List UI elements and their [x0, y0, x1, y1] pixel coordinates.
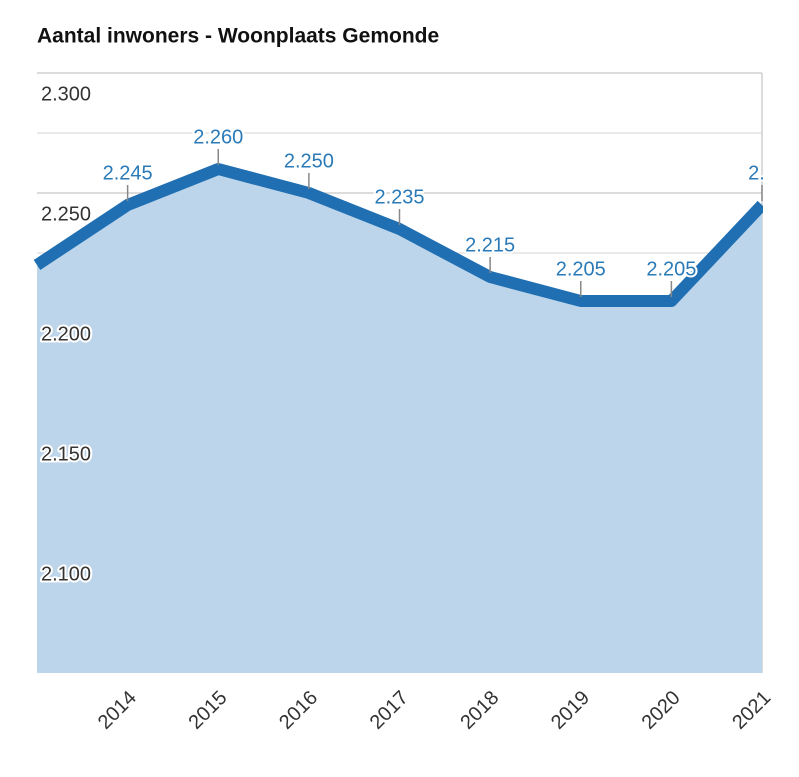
y-tick-label: 2.100 — [41, 563, 91, 585]
line — [33, 163, 763, 307]
chart-title: Aantal inwoners - Woonplaats Gemonde — [37, 25, 439, 48]
data-label: 2.2 — [748, 162, 776, 184]
data-label: 2.245 — [103, 162, 153, 184]
x-tick-label: 2017 — [366, 687, 413, 734]
y-tick-label: 2.300 — [41, 83, 91, 105]
y-tick-label: 2.200 — [41, 323, 91, 345]
y-tick-label: 2.150 — [41, 443, 91, 465]
area — [37, 169, 762, 673]
x-tick-label: 2020 — [638, 687, 685, 734]
plot: 2.245 2.260 2.250 2.235 2.215 2.205 2.205 2.2 — [33, 124, 776, 673]
data-label: 2.215 — [465, 234, 515, 256]
data-label: 2.250 — [284, 150, 334, 172]
x-tick-label: 2021 — [728, 687, 775, 734]
data-label: 2.205 — [556, 258, 606, 280]
x-tick-label: 2019 — [547, 687, 594, 734]
data-label: 2.235 — [374, 186, 424, 208]
y-tick-label: 2.250 — [41, 203, 91, 225]
x-tick-label: 2014 — [94, 687, 141, 734]
data-label: 2.260 — [193, 126, 243, 148]
x-tick-label: 2016 — [275, 687, 322, 734]
x-tick-label: 2018 — [456, 687, 503, 734]
x-tick-label: 2015 — [184, 687, 231, 734]
data-label: 2.205 — [646, 258, 696, 280]
